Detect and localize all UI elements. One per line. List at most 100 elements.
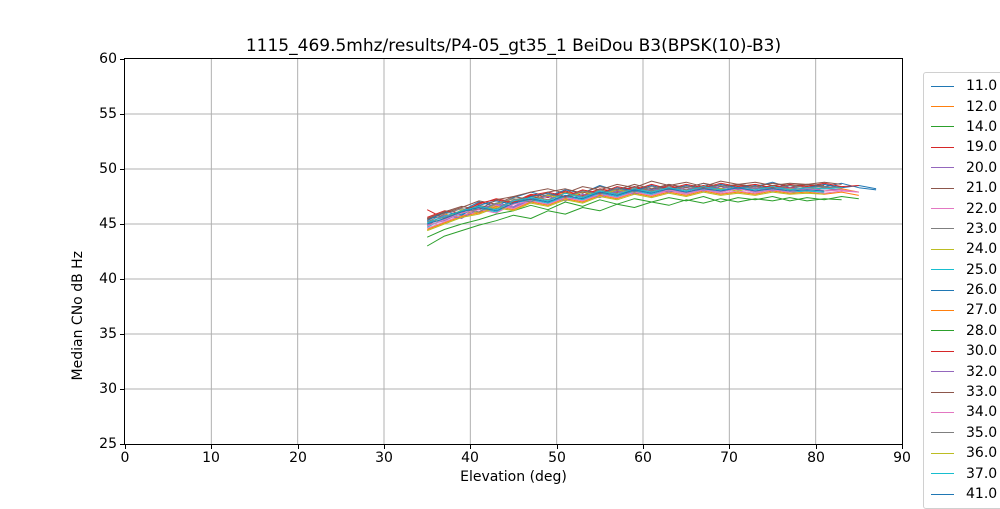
- x-tick-mark: [470, 445, 471, 449]
- legend-entry: 25.0: [924, 260, 1000, 280]
- legend-label: 14.0: [966, 118, 998, 135]
- series-line-28.0: [426, 197, 842, 247]
- legend-entry: 22.0: [924, 198, 1000, 218]
- legend-label: 19.0: [966, 139, 998, 156]
- legend-line-swatch: [931, 289, 954, 291]
- x-tick-mark: [384, 445, 385, 449]
- legend-line-swatch: [931, 85, 954, 87]
- legend-line-swatch: [931, 330, 954, 332]
- x-tick-label: 90: [893, 450, 911, 466]
- legend-entry: 26.0: [924, 280, 1000, 300]
- legend-label: 11.0: [966, 78, 998, 95]
- legend-label: 30.0: [966, 343, 998, 360]
- x-tick-mark: [816, 445, 817, 449]
- legend-line-swatch: [931, 208, 954, 210]
- legend-label: 32.0: [966, 363, 998, 380]
- x-tick-label: 10: [202, 450, 220, 466]
- legend-line-swatch: [931, 269, 954, 271]
- legend-label: 24.0: [966, 241, 998, 258]
- x-tick-mark: [211, 445, 212, 449]
- legend-line-swatch: [931, 309, 954, 311]
- legend-entry: 35.0: [924, 423, 1000, 443]
- legend-label: 26.0: [966, 282, 998, 299]
- legend-entry: 21.0: [924, 178, 1000, 198]
- y-tick-mark: [120, 224, 124, 225]
- legend-label: 23.0: [966, 220, 998, 237]
- x-axis-label: Elevation (deg): [460, 469, 567, 485]
- legend-label: 28.0: [966, 322, 998, 339]
- x-tick-mark: [557, 445, 558, 449]
- legend-label: 34.0: [966, 404, 998, 421]
- legend-entry: 37.0: [924, 463, 1000, 483]
- legend-line-swatch: [931, 473, 954, 475]
- y-tick-mark: [120, 444, 124, 445]
- legend-label: 41.0: [966, 486, 998, 502]
- legend-line-swatch: [931, 146, 954, 148]
- y-tick-label: 30: [99, 381, 117, 397]
- legend-line-swatch: [931, 228, 954, 230]
- x-tick-mark: [729, 445, 730, 449]
- y-tick-mark: [120, 114, 124, 115]
- legend-line-swatch: [931, 411, 954, 413]
- legend-label: 27.0: [966, 302, 998, 319]
- x-tick-mark: [298, 445, 299, 449]
- legend-entry: 30.0: [924, 341, 1000, 361]
- legend-entry: 20.0: [924, 158, 1000, 178]
- x-tick-label: 0: [120, 450, 130, 466]
- legend-label: 35.0: [966, 424, 998, 441]
- legend-entry: 34.0: [924, 402, 1000, 422]
- legend-entry: 12.0: [924, 96, 1000, 116]
- x-tick-label: 30: [375, 450, 393, 466]
- legend-entry: 24.0: [924, 239, 1000, 259]
- legend-line-swatch: [931, 493, 954, 495]
- x-tick-label: 40: [461, 450, 479, 466]
- legend-line-swatch: [931, 106, 954, 108]
- legend-entry: 36.0: [924, 443, 1000, 463]
- legend-line-swatch: [931, 248, 954, 250]
- series-line-27.0: [427, 190, 859, 230]
- y-tick-mark: [120, 334, 124, 335]
- legend-line-swatch: [931, 371, 954, 373]
- legend-label: 25.0: [966, 261, 998, 278]
- legend-entry: 11.0: [924, 76, 1000, 96]
- y-tick-label: 35: [99, 326, 117, 342]
- legend-line-swatch: [931, 452, 954, 454]
- y-tick-label: 45: [99, 216, 117, 232]
- legend-entry: 14.0: [924, 117, 1000, 137]
- legend-entry: 19.0: [924, 137, 1000, 157]
- legend-label: 33.0: [966, 384, 998, 401]
- legend-line-swatch: [931, 126, 954, 128]
- y-tick-label: 60: [99, 51, 117, 67]
- legend-entry: 28.0: [924, 321, 1000, 341]
- legend-line-swatch: [931, 167, 954, 169]
- x-tick-label: 60: [634, 450, 652, 466]
- y-tick-label: 50: [99, 161, 117, 177]
- y-tick-mark: [120, 279, 124, 280]
- x-tick-label: 20: [289, 450, 307, 466]
- series-line-14.0: [426, 196, 859, 238]
- chart-title: 1115_469.5mhz/results/P4-05_gt35_1 BeiDo…: [245, 36, 782, 56]
- legend-line-swatch: [931, 187, 954, 189]
- legend-label: 36.0: [966, 445, 998, 462]
- y-tick-label: 55: [99, 106, 117, 122]
- legend-entry: 23.0: [924, 219, 1000, 239]
- legend-line-swatch: [931, 432, 954, 434]
- series-line-41.0: [427, 187, 825, 225]
- series-line-33.0: [427, 182, 825, 219]
- x-tick-label: 70: [720, 450, 738, 466]
- x-tick-label: 50: [548, 450, 566, 466]
- series-line-34.0: [427, 188, 859, 227]
- y-tick-mark: [120, 59, 124, 60]
- y-axis-label-text: Median CNo dB Hz: [70, 250, 86, 381]
- plot-canvas: [125, 59, 902, 444]
- legend-label: 21.0: [966, 180, 998, 197]
- legend-label: 22.0: [966, 200, 998, 217]
- plot-area: [124, 58, 903, 445]
- legend: 11.0 12.0 14.0 19.0 20.0 21.0 22.0 23.0 24.0 25.0…: [923, 72, 1000, 509]
- y-tick-mark: [120, 169, 124, 170]
- legend-entry: 41.0: [924, 484, 1000, 504]
- series-line-37.0: [427, 186, 842, 224]
- legend-entry: 33.0: [924, 382, 1000, 402]
- legend-line-swatch: [931, 391, 954, 393]
